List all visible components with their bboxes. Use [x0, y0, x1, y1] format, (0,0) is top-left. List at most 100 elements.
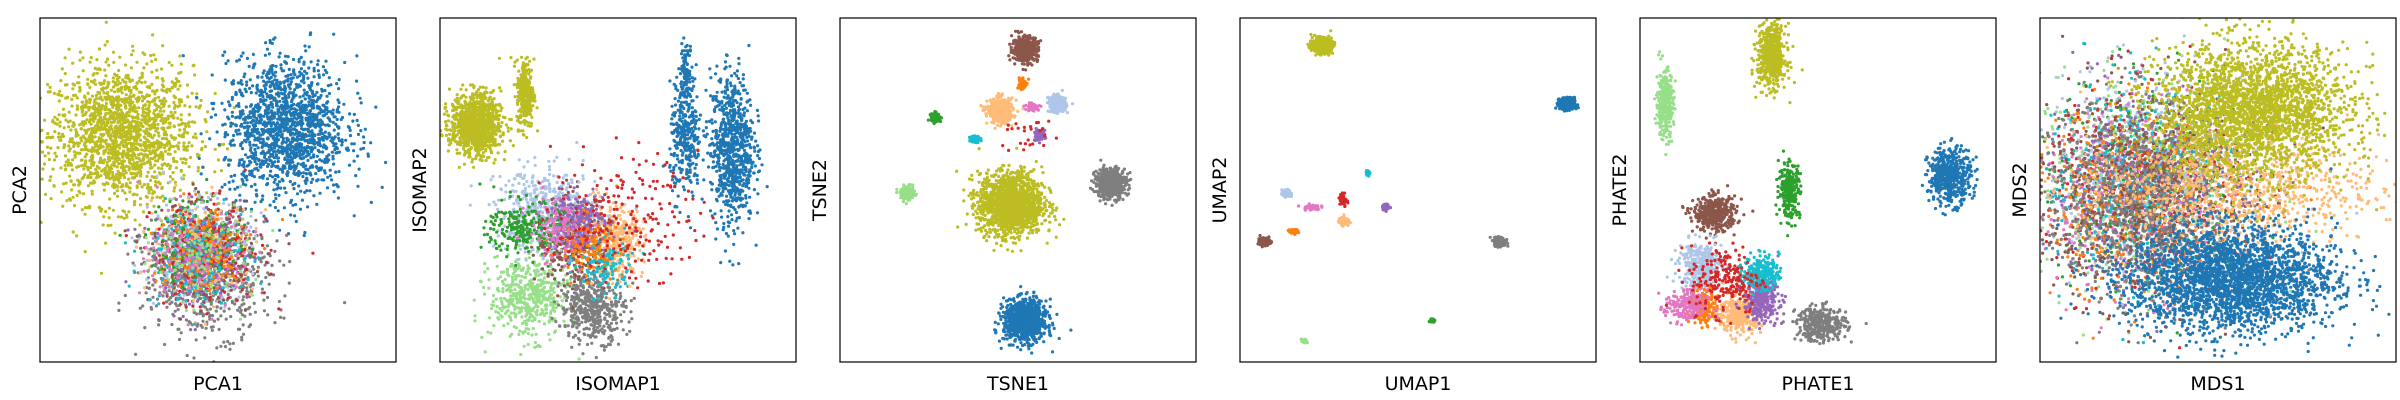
scatter-point: [243, 168, 247, 172]
scatter-point: [316, 148, 320, 152]
scatter-point: [283, 117, 287, 121]
scatter-point: [106, 120, 110, 124]
scatter-point: [254, 166, 259, 170]
scatter-point: [174, 292, 178, 296]
scatter-point: [312, 66, 316, 70]
scatter-point: [161, 257, 165, 261]
scatter-point: [131, 44, 135, 48]
scatter-point: [317, 111, 321, 115]
scatter-point: [64, 118, 68, 122]
scatter-point: [49, 197, 53, 201]
scatter-point: [121, 173, 125, 177]
scatter-point: [213, 91, 217, 96]
scatter-point: [294, 108, 298, 112]
scatter-point: [245, 174, 249, 178]
scatter-point: [171, 245, 175, 249]
scatter-point: [280, 132, 284, 136]
scatter-point: [46, 132, 50, 136]
scatter-point: [114, 96, 118, 100]
scatter-point: [261, 243, 265, 247]
scatter-point: [223, 122, 227, 126]
scatter-point: [199, 132, 203, 136]
scatter-point: [57, 92, 61, 96]
scatter-point: [236, 327, 241, 331]
scatter-point: [292, 102, 296, 106]
scatter-point: [71, 230, 75, 234]
scatter-point: [176, 223, 180, 227]
scatter-point: [47, 151, 51, 155]
scatter-point: [250, 151, 254, 155]
scatter-point: [374, 105, 378, 109]
scatter-point: [152, 126, 156, 130]
scatter-point: [228, 257, 232, 261]
scatter-point: [227, 203, 231, 207]
scatter-point: [146, 182, 150, 186]
scatter-point: [103, 170, 107, 174]
scatter-point: [178, 104, 182, 108]
scatter-point: [65, 199, 69, 203]
scatter-point: [261, 94, 265, 98]
scatter-point: [277, 55, 281, 59]
scatter-point: [164, 203, 169, 207]
scatter-point: [161, 194, 165, 198]
scatter-point: [234, 92, 238, 96]
scatter-point: [259, 200, 263, 204]
scatter-point: [269, 122, 273, 126]
scatter-point: [232, 205, 236, 209]
scatter-point: [182, 127, 186, 131]
scatter-point: [272, 37, 276, 41]
scatter-point: [147, 104, 151, 108]
scatter-point: [138, 133, 142, 137]
scatter-point: [242, 75, 246, 79]
scatter-point: [295, 117, 299, 121]
scatter-point: [363, 127, 367, 131]
scatter-point: [309, 141, 313, 145]
scatter-point: [161, 44, 165, 48]
scatter-point: [269, 75, 273, 79]
scatter-point: [105, 96, 109, 100]
scatter-point: [237, 128, 241, 132]
scatter-point: [359, 147, 363, 151]
scatter-point: [168, 152, 172, 156]
scatter-point: [305, 176, 309, 180]
scatter-point: [192, 220, 196, 224]
scatter-point: [210, 185, 214, 189]
scatter-point: [226, 59, 230, 63]
scatter-point: [290, 144, 294, 149]
scatter-point: [145, 111, 149, 115]
scatter-point: [285, 100, 289, 104]
scatter-point: [300, 198, 304, 202]
scatter-point: [266, 177, 270, 181]
scatter-point: [289, 112, 293, 116]
scatter-point: [206, 281, 210, 285]
scatter-point: [70, 188, 74, 192]
scatter-point: [97, 47, 101, 51]
scatter-point: [78, 180, 82, 184]
scatter-point: [185, 212, 189, 216]
scatter-point: [127, 129, 131, 133]
scatter-point: [262, 291, 266, 295]
scatter-point: [147, 211, 151, 215]
scatter-point: [286, 147, 290, 151]
scatter-point: [222, 340, 226, 344]
scatter-point: [325, 158, 330, 162]
scatter-point: [151, 301, 155, 305]
scatter-point: [79, 122, 83, 126]
scatter-point: [156, 112, 160, 116]
scatter-point: [86, 138, 91, 142]
scatter-point: [259, 88, 263, 92]
scatter-point: [219, 208, 223, 212]
scatter-point: [291, 97, 295, 101]
scatter-point: [41, 167, 45, 171]
scatter-point: [178, 100, 182, 104]
scatter-point: [235, 132, 240, 136]
scatter-point: [278, 99, 282, 103]
scatter-point: [304, 127, 308, 131]
scatter-point: [178, 188, 182, 192]
scatter-point: [146, 185, 150, 189]
scatter-point: [106, 223, 110, 228]
scatter-point: [150, 307, 154, 311]
scatter-point: [129, 66, 133, 70]
scatter-point: [318, 129, 322, 133]
scatter-point: [281, 117, 285, 121]
